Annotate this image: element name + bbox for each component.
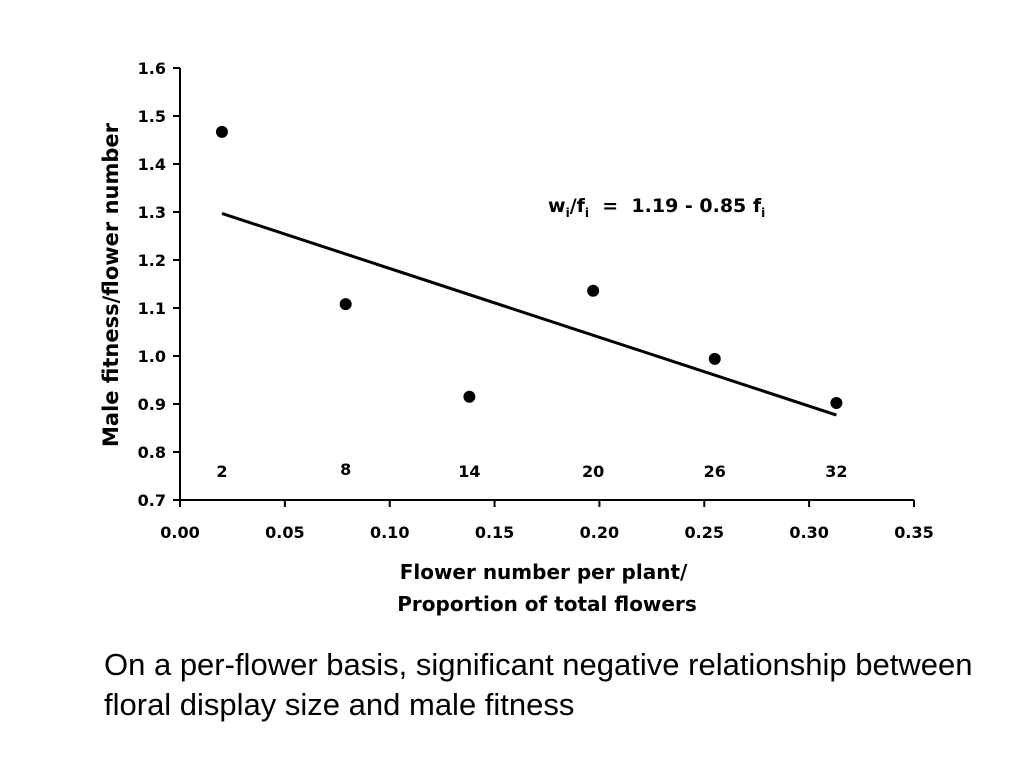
x-tick-label: 0.10 (370, 523, 409, 542)
regression-line (221, 212, 837, 417)
y-tick-label: 1.6 (138, 59, 166, 78)
equation-rhs: = 1.19 - 0.85 f (589, 195, 762, 217)
equation-sub-2: i (585, 206, 589, 220)
axes: 0.00 0.05 0.10 0.15 0.20 0.25 0.30 0.35 0.7 0.8 0.… (138, 59, 934, 542)
caption: On a per-flower basis, significant negat… (104, 647, 973, 722)
y-tick-label: 0.9 (138, 395, 166, 414)
data-point (215, 125, 228, 138)
flower-number-label: 14 (458, 462, 480, 481)
y-tick-label: 1.4 (138, 155, 166, 174)
data-point (463, 390, 476, 403)
scatter-chart: 0.00 0.05 0.10 0.15 0.20 0.25 0.30 0.35 0.7 0.8 0.… (99, 59, 934, 616)
y-tick-label: 1.5 (138, 107, 166, 126)
equation-sub-3: i (761, 206, 765, 220)
flower-number-label: 8 (340, 460, 351, 479)
x-tick-label: 0.30 (789, 523, 828, 542)
x-tick-label: 0.05 (265, 523, 304, 542)
x-axis-title-line-2: Proportion of total flowers (397, 592, 697, 616)
x-tick-label: 0.00 (160, 523, 199, 542)
flower-number-label: 26 (704, 462, 726, 481)
equation-slash-f: /f (570, 195, 586, 217)
y-tick-label: 1.1 (138, 299, 166, 318)
flower-number-label: 2 (216, 462, 227, 481)
y-tick-label: 1.2 (138, 251, 166, 270)
data-point (830, 397, 843, 410)
x-axis-title: Flower number per plant/ Proportion of t… (397, 560, 697, 616)
flower-number-label: 20 (582, 462, 604, 481)
x-axis-title-line-1: Flower number per plant/ (400, 560, 688, 584)
data-point (587, 284, 600, 297)
x-tick-label: 0.15 (475, 523, 514, 542)
x-tick-label: 0.35 (894, 523, 933, 542)
y-tick-label: 1.3 (138, 203, 166, 222)
x-tick-label: 0.25 (685, 523, 724, 542)
regression-equation: wi/fi = 1.19 - 0.85 fi (548, 195, 765, 220)
data-point (339, 298, 352, 311)
equation-w: w (548, 195, 566, 217)
equation-sub-1: i (566, 206, 570, 220)
data-point (708, 352, 721, 365)
x-tick-label: 0.20 (580, 523, 619, 542)
y-tick-label: 1.0 (138, 347, 166, 366)
y-tick-label: 0.7 (138, 491, 166, 510)
flower-number-labels: 2 8 14 20 26 32 (216, 460, 847, 481)
data-points (215, 125, 843, 410)
y-tick-label: 0.8 (138, 443, 166, 462)
y-axis-title: Male fitness/flower number (99, 122, 123, 447)
regression-line-group (221, 212, 837, 417)
flower-number-label: 32 (825, 462, 847, 481)
